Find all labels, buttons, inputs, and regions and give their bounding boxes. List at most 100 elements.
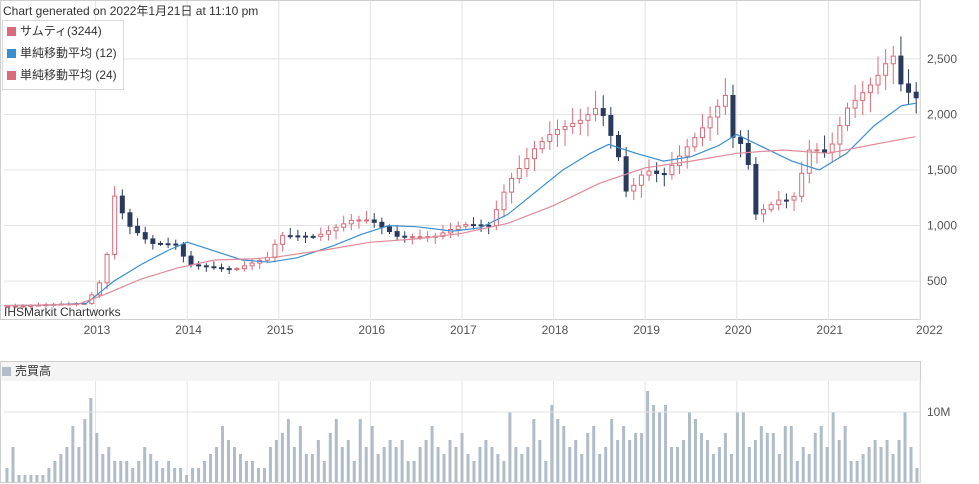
candle-body [837, 125, 843, 145]
volume-bar [47, 468, 51, 482]
x-tick-label: 2020 [725, 323, 752, 337]
volume-bar [711, 454, 715, 482]
volume-bar [406, 461, 410, 482]
x-tick-label: 2013 [84, 323, 111, 337]
candle-body [638, 174, 644, 186]
price-grid [0, 0, 921, 483]
volume-bar [771, 433, 775, 482]
volume-bar [209, 454, 213, 482]
volume-bar [448, 440, 452, 482]
x-tick-label: 2016 [358, 323, 385, 337]
volume-bar [454, 447, 458, 482]
x-tick-label: 2022 [916, 323, 943, 337]
volume-bar [244, 461, 248, 482]
volume-bar [388, 440, 392, 482]
candle-body [249, 262, 255, 267]
candle-body [608, 115, 614, 136]
volume-bar [436, 447, 440, 482]
volume-bar [221, 426, 225, 482]
candle-body [707, 116, 713, 129]
volume-bar [891, 454, 895, 482]
candle-body [303, 235, 309, 238]
volume-bar [274, 440, 278, 482]
volume-bar [304, 454, 308, 482]
candle-body [509, 177, 515, 193]
volume-bar [238, 454, 242, 482]
candle-body [677, 155, 683, 166]
candle-body [913, 91, 919, 99]
volume-bar [879, 447, 883, 482]
candle-body [173, 243, 179, 246]
candle-body [539, 141, 545, 150]
volume-bar [688, 412, 691, 482]
candle-body [829, 143, 835, 153]
candle-body [646, 170, 652, 176]
volume-bar [514, 447, 518, 482]
volume-bar [496, 454, 500, 482]
x-tick-label: 2014 [175, 323, 202, 337]
legend-item-sma24[interactable]: 単純移動平均 (24) [7, 66, 117, 84]
volume-bar [729, 454, 733, 482]
volume-bar [340, 447, 344, 482]
y-tick-label: 2,500 [927, 52, 957, 66]
volume-bar [262, 468, 266, 482]
volume-bar [705, 440, 709, 482]
legend-item-sma12[interactable]: 単純移動平均 (12) [7, 44, 117, 62]
volume-panel-header [1, 362, 920, 381]
volume-bar [185, 475, 189, 482]
volume-bar [801, 447, 805, 482]
candle-body [348, 219, 354, 225]
volume-bar [197, 468, 201, 482]
volume-bar [233, 447, 236, 482]
candle-body [203, 265, 209, 268]
volume-bar [203, 461, 207, 482]
candle-body [860, 92, 866, 101]
volume-axis: 10M [4, 405, 950, 419]
candle-body [455, 225, 461, 231]
volume-bar [604, 447, 608, 482]
volume-bar [83, 419, 87, 482]
candle-body [272, 243, 278, 259]
volume-bar [268, 447, 272, 482]
volume-bar [592, 426, 596, 482]
volume-bar [532, 419, 536, 482]
volume-bar [250, 461, 254, 482]
candle-body [409, 236, 415, 239]
volume-bar [819, 426, 823, 482]
candle-body [196, 264, 202, 267]
volume-bar [286, 419, 290, 482]
candle-body [684, 146, 690, 157]
candle-body [364, 219, 370, 222]
volume-bar [334, 419, 338, 482]
volume-bar [29, 475, 33, 482]
volume-bar [610, 419, 614, 482]
volume-bar [508, 412, 512, 482]
candle-body [722, 94, 728, 107]
volume-legend: 売買高 [2, 362, 51, 380]
volume-bar [765, 433, 769, 482]
x-tick-label: 2021 [816, 323, 843, 337]
volume-bar [400, 440, 404, 482]
volume-bar [807, 454, 811, 482]
volume-bar [849, 461, 853, 482]
volume-bar [137, 461, 141, 482]
volume-bar [346, 440, 350, 482]
candle-body [371, 219, 377, 223]
candle-body [280, 235, 286, 245]
legend-item-price[interactable]: サムティ(3244) [7, 22, 102, 40]
candle-body [738, 136, 744, 144]
candle-body [799, 172, 805, 197]
candle-body [554, 129, 560, 136]
volume-bar [316, 440, 320, 482]
volume-bar [167, 461, 171, 482]
sma24-line [3, 136, 916, 307]
volume-bar [59, 454, 63, 482]
candle-body [783, 199, 789, 202]
candle-body [547, 134, 553, 143]
candle-body [150, 238, 156, 244]
volume-bar [753, 440, 757, 482]
volume-tick-label: 10M [927, 405, 950, 419]
volume-bar [77, 447, 81, 482]
volume-bar [717, 447, 721, 482]
x-tick-label: 2018 [542, 323, 569, 337]
